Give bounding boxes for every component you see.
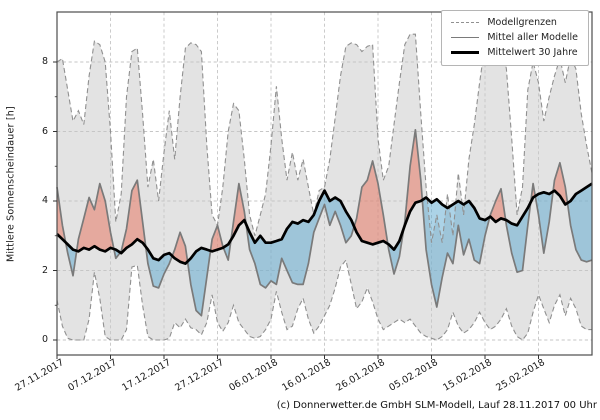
fill-model-above-normal [231, 183, 246, 240]
fill-model-below-normal [187, 247, 211, 316]
fill-model-below-normal [567, 183, 592, 262]
legend-item-label: Mittel aller Modelle [487, 32, 578, 43]
y-tick-label: 0 [41, 334, 48, 345]
series-model-mean [56, 128, 593, 317]
fill-model-below-normal [535, 191, 554, 254]
series-lower-model-bound [56, 258, 592, 341]
y-tick-label: 8 [41, 56, 48, 67]
fill-model-above-normal [210, 225, 224, 252]
fill-model-above-normal [57, 187, 66, 243]
legend-item: Mittel aller Modelle [451, 32, 578, 43]
series-upper-model-bound [56, 33, 593, 243]
fill-model-below-normal [246, 190, 355, 288]
y-axis-title: Mittlere Sonnenscheindauer [h] [5, 106, 17, 262]
series-30year-mean [56, 182, 593, 265]
legend: Modellgrenzen Mittel aller Modelle Mittelw… [441, 10, 589, 66]
fill-model-above-normal [172, 232, 188, 264]
legend-item: Mittelwert 30 Jahre [451, 47, 578, 58]
copyright-note: (c) Donnerwetter.de GmbH SLM-Modell, Lau… [276, 400, 597, 411]
legend-item: Modellgrenzen [451, 17, 578, 28]
legend-line-sample-icon [451, 36, 480, 39]
fill-model-above-normal [354, 161, 388, 245]
y-tick-label: 2 [41, 264, 48, 276]
y-tick-label: 4 [41, 195, 48, 206]
legend-line-sample-icon [451, 22, 480, 23]
legend-line-sample-icon [451, 50, 480, 55]
legend-item-label: Mittelwert 30 Jahre [487, 47, 578, 58]
y-tick-label: 6 [41, 125, 48, 137]
legend-item-label: Modellgrenzen [487, 17, 557, 28]
fill-model-below-normal [505, 202, 531, 273]
